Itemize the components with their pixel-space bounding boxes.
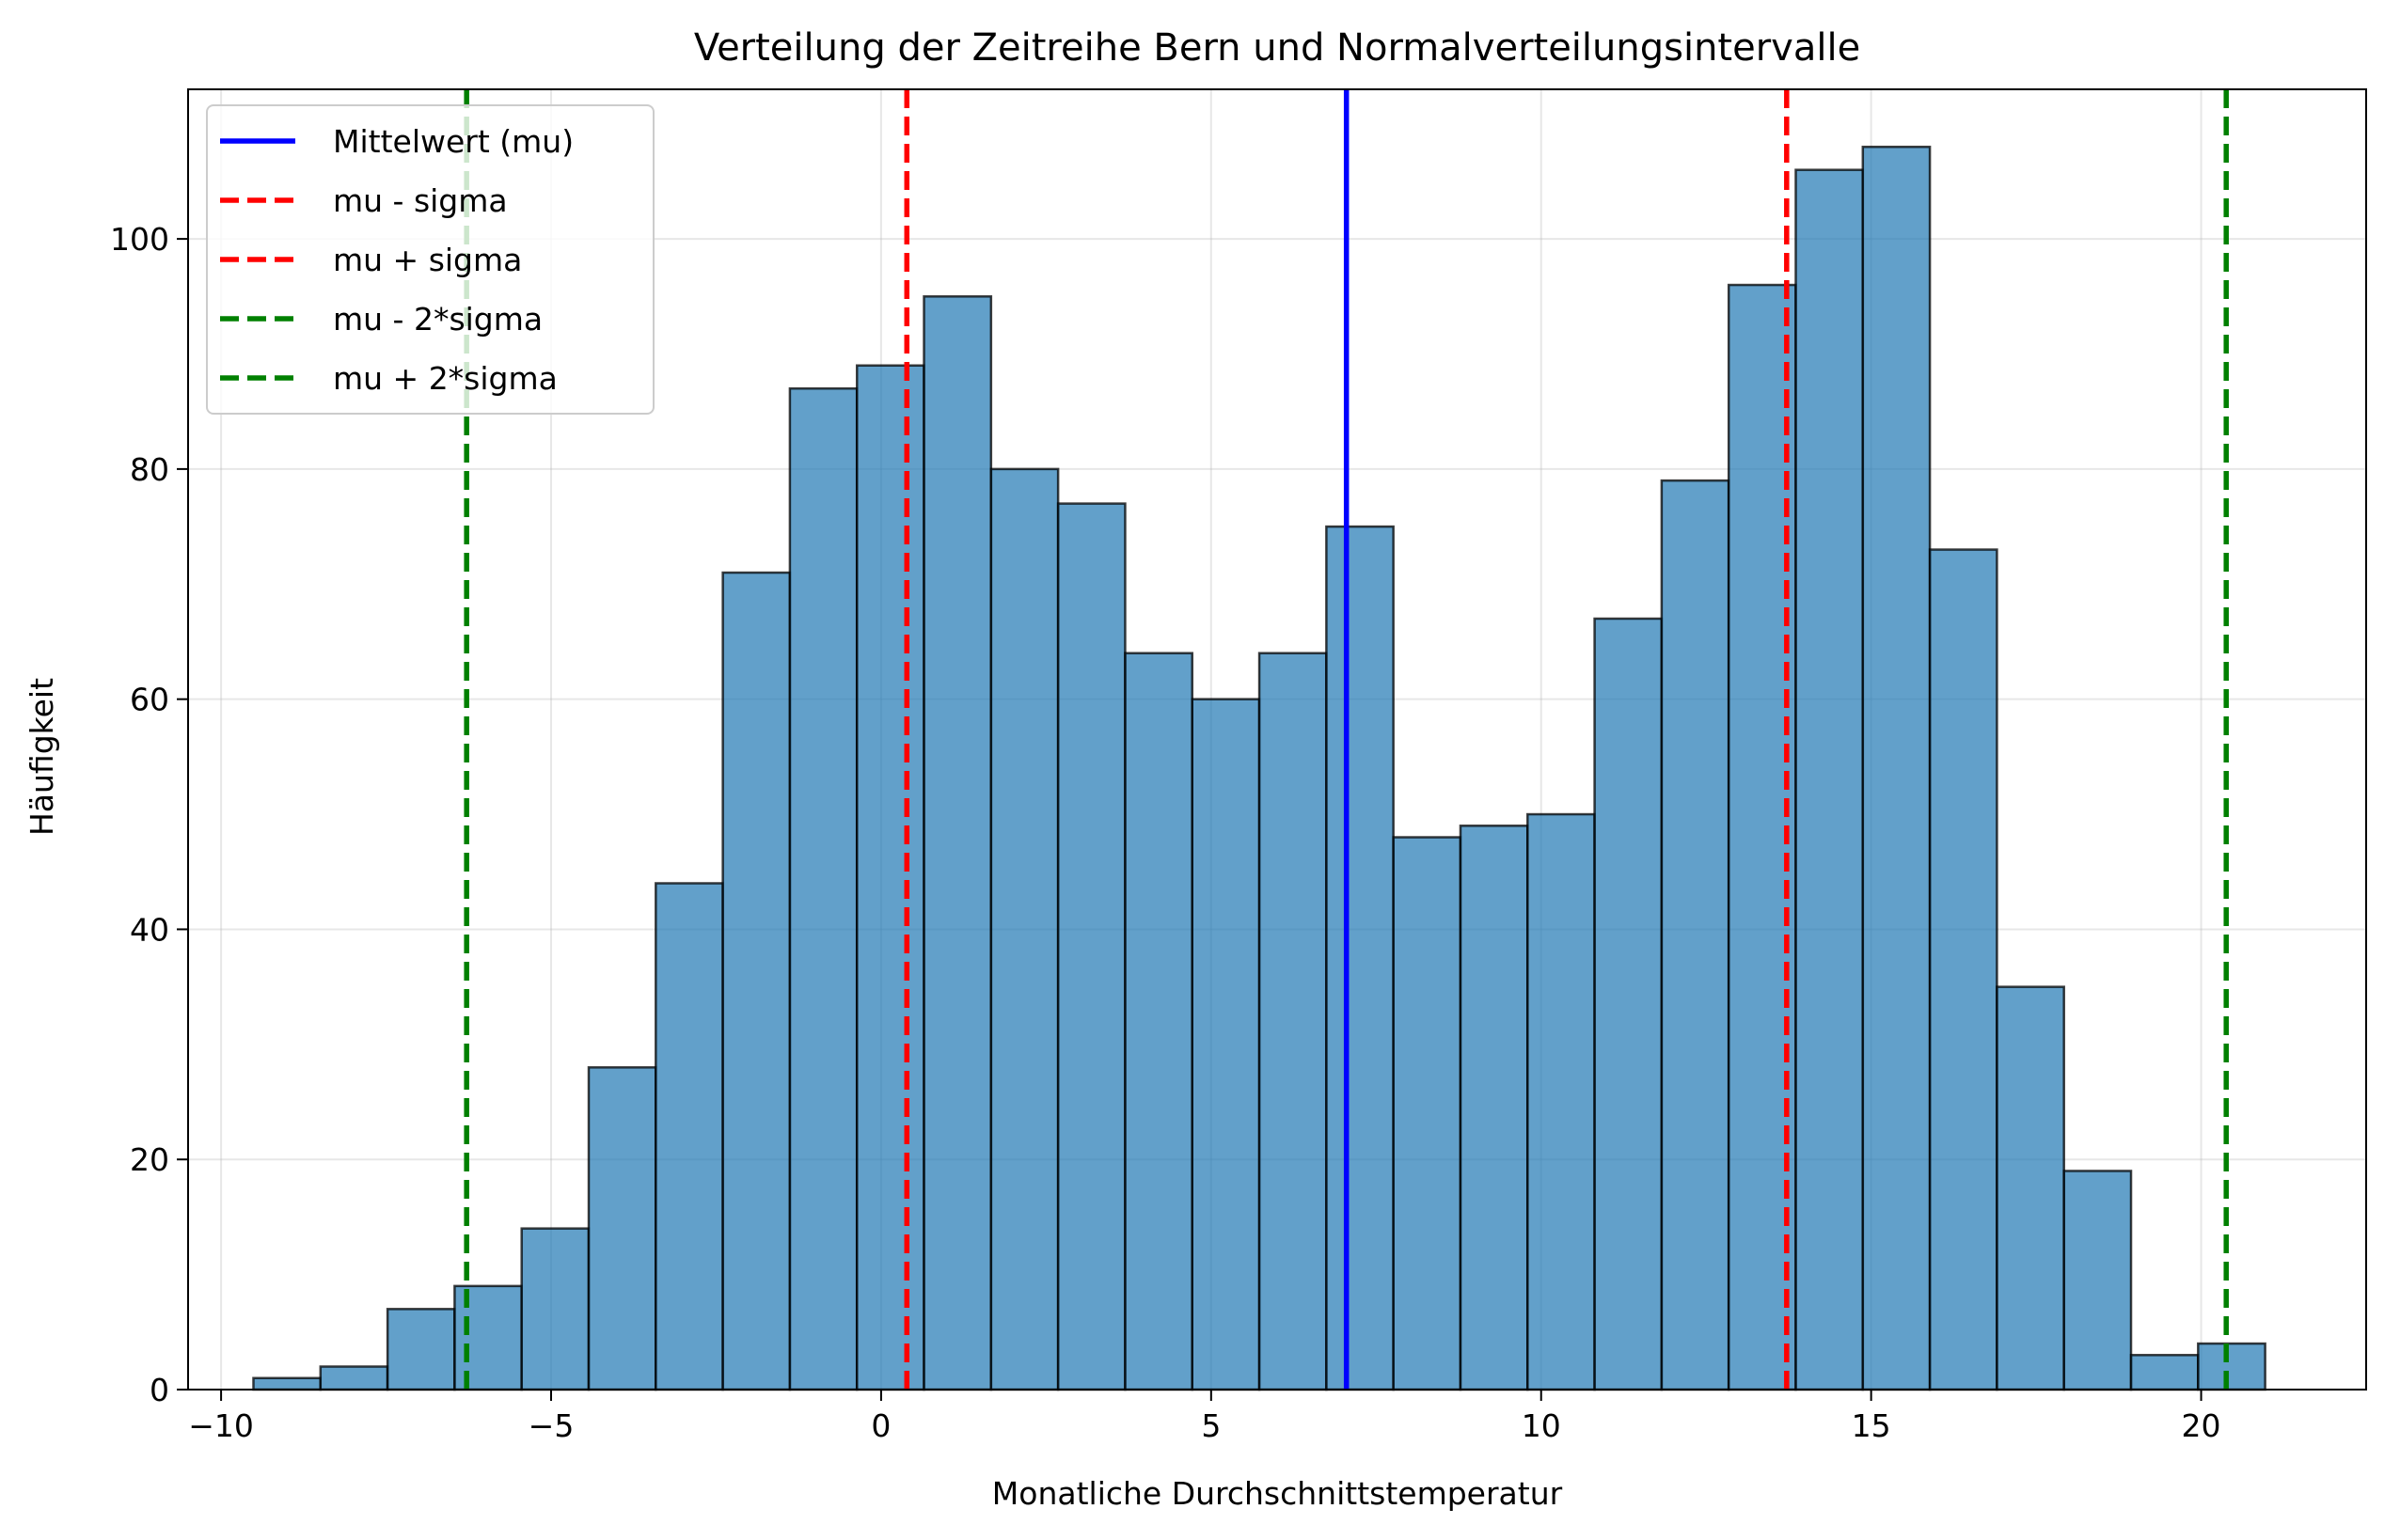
histogram-bar: [252, 1376, 323, 1391]
legend-entry: mu + sigma: [333, 242, 522, 278]
histogram-bar: [1928, 548, 1998, 1391]
histogram-bar: [855, 364, 925, 1391]
histogram-bar: [1794, 168, 1865, 1391]
y-tick-label: 20: [130, 1141, 169, 1178]
histogram-bar: [1257, 652, 1328, 1391]
y-tick-label: 100: [110, 221, 169, 258]
histogram-bar: [2129, 1354, 2200, 1391]
y-axis-label: Häufigkeit: [24, 678, 60, 836]
histogram-bar: [989, 467, 1060, 1391]
x-tick-label: 20: [2182, 1407, 2221, 1444]
chart-title: Verteilung der Zeitreihe Bern und Normal…: [694, 26, 1860, 70]
y-tick-label: 0: [150, 1372, 169, 1408]
legend-entry: mu - sigma: [333, 182, 508, 219]
x-axis-label: Monatliche Durchschnittstemperatur: [992, 1475, 1563, 1512]
legend: Mittelwert (mu) mu - sigma mu + sigma mu - …: [206, 104, 655, 415]
plot-frame: [187, 88, 2367, 1391]
histogram-bar: [1459, 825, 1529, 1391]
x-axis-ticks: −10 −5 0 5 10 15 20: [188, 1390, 2221, 1444]
y-tick-label: 80: [130, 451, 169, 488]
histogram-bars: [252, 145, 2266, 1391]
histogram-bar: [1325, 525, 1395, 1391]
histogram-bar: [1392, 836, 1462, 1391]
y-axis-ticks: 0 20 40 60 80 100: [110, 221, 188, 1408]
histogram-bar: [655, 882, 724, 1391]
histogram-bar: [1191, 698, 1261, 1391]
histogram-bar: [1124, 652, 1193, 1391]
histogram-bar: [1526, 812, 1596, 1391]
histogram-bar: [721, 571, 792, 1391]
histogram-bar: [1593, 617, 1664, 1391]
y-tick-label: 60: [130, 682, 169, 718]
histogram-bar: [1056, 502, 1127, 1391]
x-tick-label: −10: [188, 1407, 254, 1444]
histogram-bar: [1861, 145, 1932, 1391]
legend-entry: mu - 2*sigma: [333, 301, 543, 338]
histogram-bar: [788, 386, 859, 1391]
y-tick-label: 40: [130, 911, 169, 948]
histogram-bar: [1996, 985, 2065, 1391]
histogram-bar: [319, 1365, 389, 1391]
legend-entry: mu + 2*sigma: [333, 360, 558, 397]
histogram-bar: [1660, 479, 1730, 1391]
legend-box: [206, 104, 655, 415]
histogram-bar: [2197, 1342, 2266, 1391]
x-tick-label: 5: [1201, 1407, 1221, 1444]
histogram-bar: [923, 295, 993, 1391]
histogram-bar: [587, 1066, 657, 1391]
legend-entry: Mittelwert (mu): [333, 123, 574, 160]
histogram-bar: [2062, 1170, 2133, 1391]
reference-lines: [464, 89, 2229, 1390]
x-tick-label: 15: [1852, 1407, 1891, 1444]
histogram-bar: [386, 1308, 456, 1391]
histogram-bar: [520, 1227, 591, 1391]
x-tick-label: −5: [529, 1407, 575, 1444]
x-tick-label: 0: [871, 1407, 891, 1444]
x-tick-label: 10: [1522, 1407, 1561, 1444]
